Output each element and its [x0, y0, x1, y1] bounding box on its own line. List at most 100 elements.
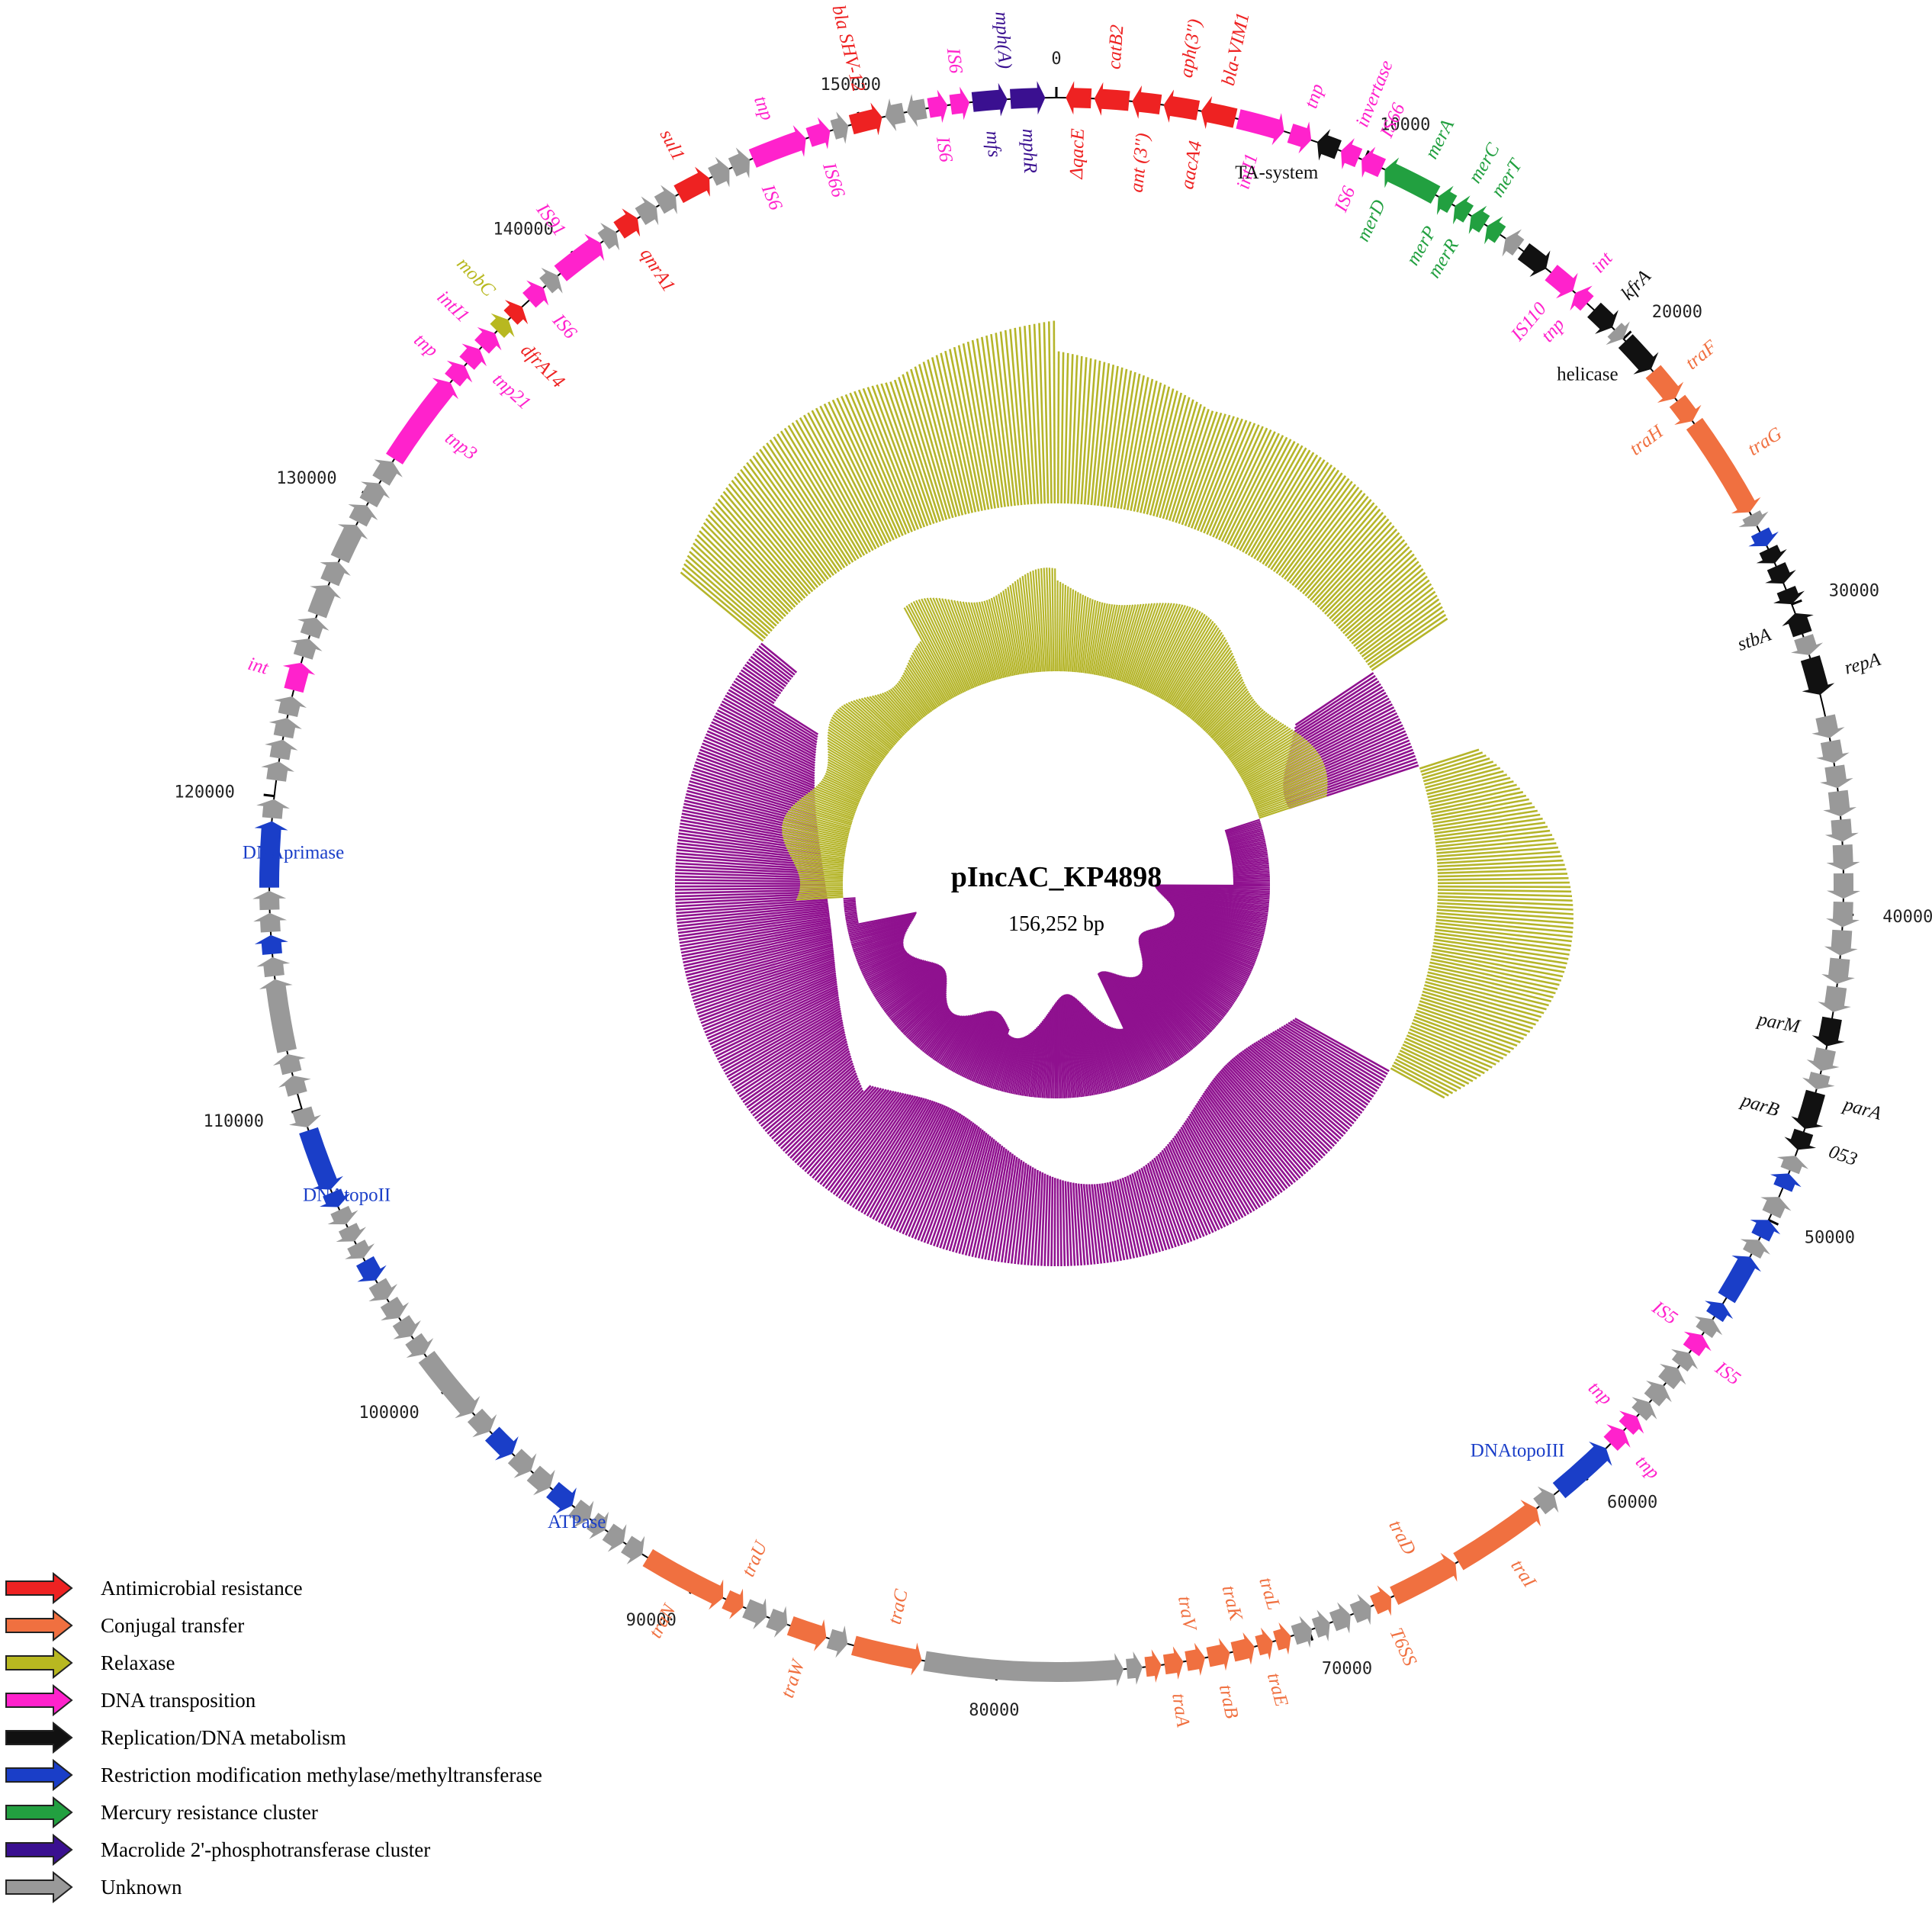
- gene-arrow: [602, 1523, 627, 1552]
- gc-skew-bar: [976, 338, 1003, 508]
- gc-skew-bar: [796, 1085, 872, 1166]
- gene-arrow: [474, 326, 502, 354]
- gc-content-bar: [1133, 976, 1195, 1049]
- gc-content-bar: [1066, 994, 1077, 1098]
- gc-skew-bar: [1331, 546, 1410, 622]
- gc-content-bar: [1003, 1037, 1018, 1092]
- gc-content-bar: [1206, 690, 1249, 734]
- gc-skew-bar: [957, 345, 990, 510]
- gc-content-bar: [1253, 773, 1327, 805]
- gc-skew-bar: [706, 980, 837, 1040]
- gc-content-bar: [998, 593, 1016, 676]
- gc-skew-bar: [789, 1084, 862, 1159]
- gc-content-bar: [1156, 888, 1270, 895]
- gc-skew-bar: [1435, 838, 1554, 851]
- gc-skew-bar: [1145, 1164, 1174, 1249]
- gc-content-bar: [843, 897, 856, 900]
- gc-skew-bar: [690, 546, 777, 627]
- gc-skew-bar: [958, 1135, 992, 1254]
- gc-content-bar: [1143, 931, 1246, 987]
- gc-content-bar: [850, 925, 910, 944]
- legend-arrow-rm: [5, 1758, 73, 1792]
- gc-content-bar: [812, 789, 858, 809]
- gc-skew-bar: [1216, 1073, 1304, 1177]
- gc-content-bar: [909, 1001, 948, 1041]
- gc-skew-bar: [674, 879, 825, 883]
- gc-content-bar: [1059, 998, 1064, 1098]
- gc-content-bar: [1115, 604, 1140, 680]
- gc-content-bar: [870, 959, 923, 990]
- gc-skew-bar: [898, 1110, 956, 1233]
- gc-content-bar: [1180, 645, 1230, 712]
- gc-skew-bar: [1249, 1045, 1351, 1130]
- gc-skew-bar: [1233, 439, 1292, 548]
- gc-content-bar: [792, 860, 844, 867]
- gc-skew-bar: [1184, 413, 1226, 526]
- gc-skew-bar: [677, 908, 829, 928]
- gc-content-bar: [886, 970, 946, 1017]
- gc-skew-bar: [898, 377, 944, 521]
- gc-skew-bar: [1050, 1176, 1054, 1267]
- gc-content-bar: [1197, 676, 1243, 726]
- gc-skew-bar: [676, 905, 829, 921]
- gc-content-bar: [1163, 896, 1269, 909]
- gc-skew-bar: [708, 727, 815, 777]
- gc-skew-bar: [1324, 535, 1403, 615]
- gc-content-bar: [835, 710, 889, 754]
- gc-content-bar: [850, 927, 908, 946]
- gc-skew-bar: [750, 655, 789, 685]
- gc-content-bar: [1111, 1027, 1135, 1085]
- gc-content-bar: [1088, 1011, 1112, 1092]
- gc-skew-bar: [1077, 357, 1088, 504]
- gc-skew-bar: [1226, 435, 1284, 545]
- gc-content-bar: [1136, 975, 1200, 1045]
- gc-content-bar: [985, 600, 1007, 678]
- gc-skew-bar: [1230, 1060, 1326, 1157]
- gc-skew-bar: [1329, 542, 1408, 620]
- gc-content-bar: [1011, 583, 1027, 674]
- gc-skew-bar: [1205, 1088, 1283, 1193]
- gc-content-bar: [1082, 1004, 1103, 1094]
- gene-arrow: [728, 147, 750, 178]
- gc-skew-bar: [680, 571, 764, 642]
- gc-content-bar: [1139, 945, 1230, 1012]
- gc-content-bar: [847, 702, 897, 745]
- gc-skew-bar: [1268, 1034, 1369, 1106]
- gc-skew-bar: [734, 476, 821, 587]
- gc-content-bar: [919, 1011, 952, 1050]
- gene-arrow: [1631, 1397, 1657, 1421]
- legend-arrow-conj: [5, 1609, 73, 1642]
- gene-arrow: [1773, 585, 1805, 605]
- gc-skew-bar: [729, 1014, 842, 1084]
- gc-content-bar: [1246, 752, 1319, 789]
- gc-content-bar: [1148, 929, 1249, 980]
- gc-content-bar: [943, 1013, 978, 1067]
- gc-skew-bar: [1046, 1175, 1051, 1266]
- gc-content-bar: [799, 799, 854, 819]
- gc-content-bar: [1137, 974, 1201, 1044]
- gc-content-bar: [1058, 581, 1062, 672]
- gc-skew-bar: [1278, 1027, 1378, 1092]
- gene-label: IS6: [932, 134, 956, 163]
- gc-skew-bar: [821, 1091, 898, 1188]
- gc-content-bar: [792, 805, 853, 825]
- gc-content-bar: [992, 1035, 1011, 1089]
- gc-skew-bar: [811, 410, 883, 547]
- gene-arrow: [1782, 613, 1814, 638]
- gc-skew-bar: [1390, 1067, 1445, 1099]
- gc-content-bar: [889, 973, 947, 1020]
- gene-label: IS66: [818, 159, 849, 200]
- gc-skew-bar: [695, 959, 835, 1008]
- gc-content-bar: [1170, 903, 1268, 922]
- gc-content-bar: [1141, 955, 1222, 1022]
- gene-arrow: [1162, 1646, 1184, 1680]
- gc-skew-bar: [1236, 1053, 1336, 1147]
- gc-content-bar: [882, 966, 943, 1011]
- gc-content-bar: [1021, 1031, 1034, 1096]
- gc-content-bar: [1051, 568, 1055, 672]
- gc-content-bar: [827, 745, 875, 775]
- gc-content-bar: [879, 693, 912, 729]
- gc-content-bar: [1088, 601, 1101, 674]
- gc-skew-bar: [1309, 515, 1387, 601]
- gc-content-bar: [1233, 875, 1270, 879]
